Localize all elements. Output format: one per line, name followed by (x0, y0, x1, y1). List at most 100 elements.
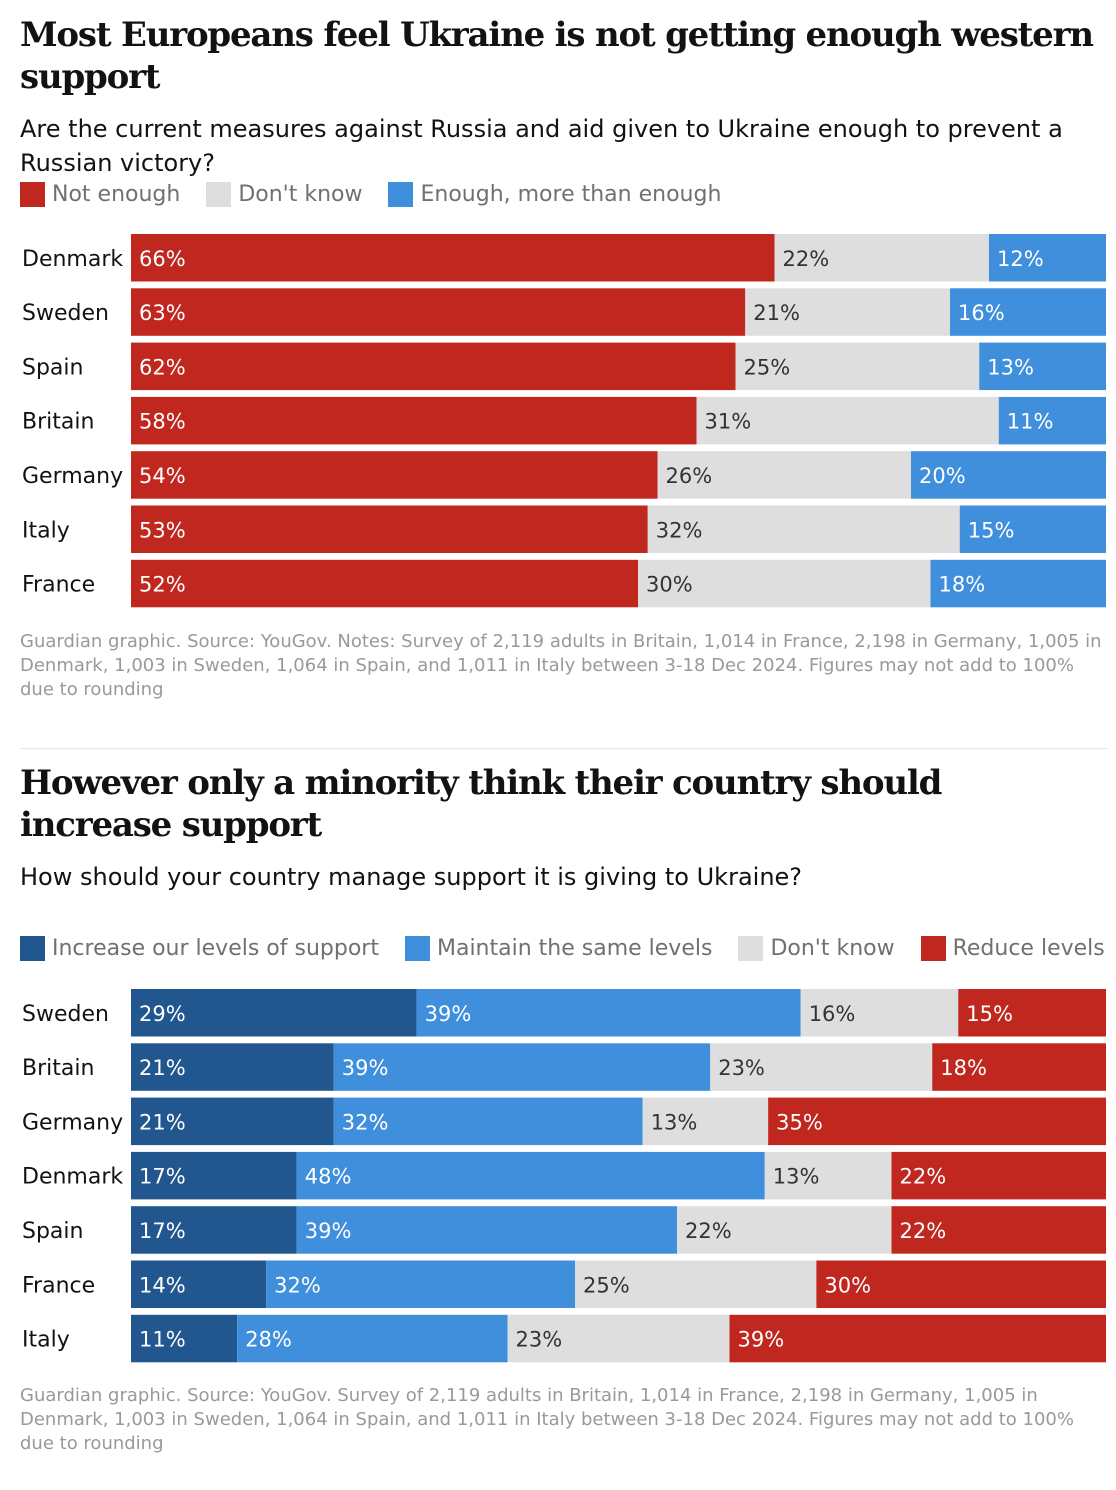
legend-swatch-increase (20, 936, 45, 961)
data-label-britain-maintain-the-same-levels: 39% (342, 1056, 389, 1080)
bar-segment-sweden-enough-more-than-enough (950, 288, 1106, 336)
country-label-germany: Germany (22, 1110, 123, 1135)
country-label-spain: Spain (22, 1219, 83, 1244)
data-label-france-don-t-know: 30% (646, 573, 693, 597)
bar-segment-denmark-increase-our-levels-of-support (131, 1151, 297, 1200)
bar-segment-germany-don-t-know (657, 451, 911, 499)
data-label-spain-maintain-the-same-levels: 39% (305, 1219, 352, 1243)
bar-segment-denmark-not-enough (131, 234, 775, 282)
data-label-france-maintain-the-same-levels: 32% (274, 1273, 321, 1297)
data-label-sweden-don-t-know: 21% (753, 301, 800, 325)
legend-swatch-dont-know (738, 936, 764, 961)
bar-segment-germany-enough-more-than-enough (911, 451, 1106, 499)
bar-segment-france-don-t-know (575, 1260, 817, 1308)
bar-segment-sweden-not-enough (131, 288, 746, 336)
data-label-denmark-not-enough: 66% (139, 247, 186, 271)
stacked-bars-chart-2: Sweden 29% 39% 16% 15% Britain 21% 39% 23% 18% Ger… (22, 989, 1106, 1363)
country-label-italy: Italy (22, 518, 70, 543)
legend: Increase our levels of support Maintain … (20, 936, 1116, 961)
legend-label: Not enough (52, 182, 181, 207)
legend-label: Reduce levels (952, 936, 1105, 961)
data-label-britain-not-enough: 58% (139, 410, 186, 434)
data-label-france-enough-more-than-enough: 18% (939, 573, 986, 597)
bar-segment-sweden-don-t-know (800, 989, 959, 1037)
bar-segment-britain-don-t-know (710, 1043, 933, 1091)
data-label-italy-reduce-levels: 39% (738, 1328, 785, 1352)
country-label-sweden: Sweden (22, 301, 109, 326)
bar-segment-spain-maintain-the-same-levels (296, 1206, 677, 1254)
legend-item-dont-know: Don't know (738, 936, 895, 961)
legend-label: Maintain the same levels (436, 936, 713, 961)
chart-divider (20, 748, 1108, 749)
data-label-germany-don-t-know: 26% (666, 464, 713, 488)
data-label-italy-don-t-know: 23% (515, 1328, 562, 1352)
bar-segment-germany-maintain-the-same-levels (333, 1097, 643, 1146)
bar-segment-britain-reduce-levels (932, 1043, 1106, 1091)
data-label-germany-increase-our-levels-of-support: 21% (139, 1110, 186, 1134)
data-label-france-don-t-know: 25% (583, 1273, 630, 1297)
bar-segment-italy-don-t-know (647, 505, 960, 553)
legend-label: Increase our levels of support (52, 936, 379, 961)
data-label-italy-maintain-the-same-levels: 28% (245, 1328, 292, 1352)
bar-segment-france-enough-more-than-enough (930, 559, 1106, 608)
data-label-germany-reduce-levels: 35% (776, 1110, 823, 1134)
data-label-italy-increase-our-levels-of-support: 11% (139, 1328, 186, 1352)
legend: Not enough Don't know Enough, more than … (20, 182, 747, 207)
bar-segment-denmark-reduce-levels (891, 1151, 1106, 1200)
bar-segment-sweden-maintain-the-same-levels (416, 989, 801, 1037)
data-label-italy-don-t-know: 32% (656, 518, 703, 542)
data-label-denmark-don-t-know: 22% (783, 247, 830, 271)
country-label-germany: Germany (22, 464, 123, 489)
data-label-france-not-enough: 52% (139, 573, 186, 597)
legend-label: Enough, more than enough (420, 182, 722, 207)
bar-segment-denmark-don-t-know (764, 1151, 892, 1200)
legend-swatch-maintain (404, 936, 430, 961)
bar-segment-germany-not-enough (131, 451, 658, 499)
bar-segment-spain-increase-our-levels-of-support (131, 1206, 297, 1254)
data-label-sweden-enough-more-than-enough: 16% (958, 301, 1005, 325)
bar-segment-italy-increase-our-levels-of-support (131, 1314, 238, 1363)
data-label-france-reduce-levels: 30% (824, 1273, 871, 1297)
data-label-germany-not-enough: 54% (139, 464, 186, 488)
bar-segment-germany-increase-our-levels-of-support (131, 1097, 334, 1146)
bar-segment-denmark-don-t-know (774, 234, 989, 282)
data-label-italy-not-enough: 53% (139, 518, 186, 542)
legend-swatch-not-enough (20, 182, 45, 207)
chart-subtitle: How should your country manage support i… (20, 863, 803, 891)
country-label-spain: Spain (22, 355, 83, 380)
bar-segment-italy-don-t-know (507, 1314, 730, 1363)
bar-segment-sweden-increase-our-levels-of-support (131, 989, 417, 1037)
chart-2: However only a minority think their coun… (20, 762, 1108, 1472)
data-label-italy-enough-more-than-enough: 15% (968, 518, 1015, 542)
data-label-denmark-maintain-the-same-levels: 48% (305, 1165, 352, 1189)
source-note: Guardian graphic. Source: YouGov. Survey… (20, 1385, 1074, 1454)
bar-segment-france-maintain-the-same-levels (266, 1260, 576, 1308)
bar-segment-denmark-maintain-the-same-levels (296, 1151, 765, 1200)
bar-segment-france-don-t-know (638, 559, 931, 608)
bar-segment-sweden-reduce-levels (958, 989, 1106, 1037)
chart-1: Most Europeans feel Ukraine is not getti… (20, 14, 1108, 714)
legend-item-not-enough: Not enough (20, 182, 180, 207)
data-label-sweden-increase-our-levels-of-support: 29% (139, 1002, 186, 1026)
country-label-britain: Britain (22, 410, 94, 435)
data-label-sweden-maintain-the-same-levels: 39% (425, 1002, 472, 1026)
country-label-france: France (22, 573, 95, 598)
bar-segment-britain-maintain-the-same-levels (333, 1043, 711, 1091)
bar-segment-sweden-don-t-know (745, 288, 950, 336)
data-label-sweden-don-t-know: 16% (809, 1002, 856, 1026)
chart-subtitle: Are the current measures against Russia … (20, 115, 1063, 177)
data-label-britain-don-t-know: 23% (718, 1056, 765, 1080)
data-label-germany-enough-more-than-enough: 20% (919, 464, 966, 488)
bar-segment-italy-reduce-levels (729, 1314, 1106, 1363)
country-label-sweden: Sweden (22, 1002, 109, 1027)
bar-segment-france-increase-our-levels-of-support (131, 1260, 267, 1308)
bar-segment-germany-don-t-know (642, 1097, 769, 1146)
bar-segment-denmark-enough-more-than-enough (989, 234, 1106, 282)
chart-title: However only a minority think their coun… (20, 763, 942, 845)
legend-item-reduce: Reduce levels (920, 936, 1105, 961)
data-label-britain-enough-more-than-enough: 11% (1007, 410, 1054, 434)
country-label-denmark: Denmark (22, 1165, 123, 1190)
data-label-spain-don-t-know: 25% (744, 355, 791, 379)
data-label-sweden-not-enough: 63% (139, 301, 186, 325)
bar-segment-germany-reduce-levels (768, 1097, 1106, 1146)
